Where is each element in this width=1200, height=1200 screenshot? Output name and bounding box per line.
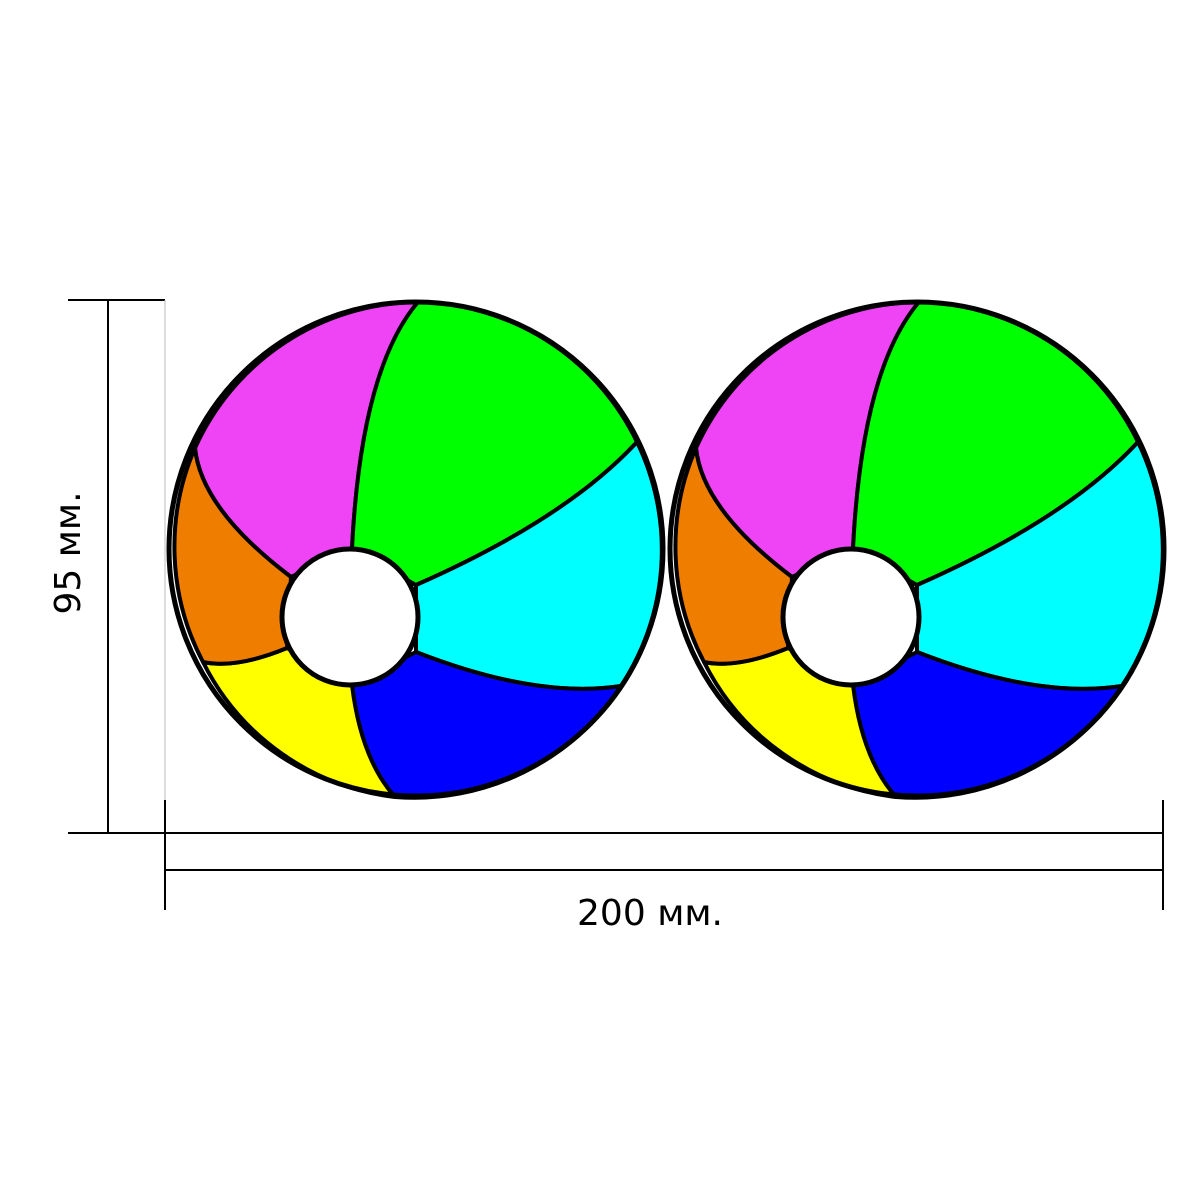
width-label: 200 мм. xyxy=(577,893,723,934)
height-dimension: 95 мм. xyxy=(48,299,166,833)
beach-ball xyxy=(670,302,1164,798)
beach-ball xyxy=(169,302,663,798)
height-label: 95 мм. xyxy=(48,491,89,614)
width-dimension: 200 мм. xyxy=(68,800,1164,934)
